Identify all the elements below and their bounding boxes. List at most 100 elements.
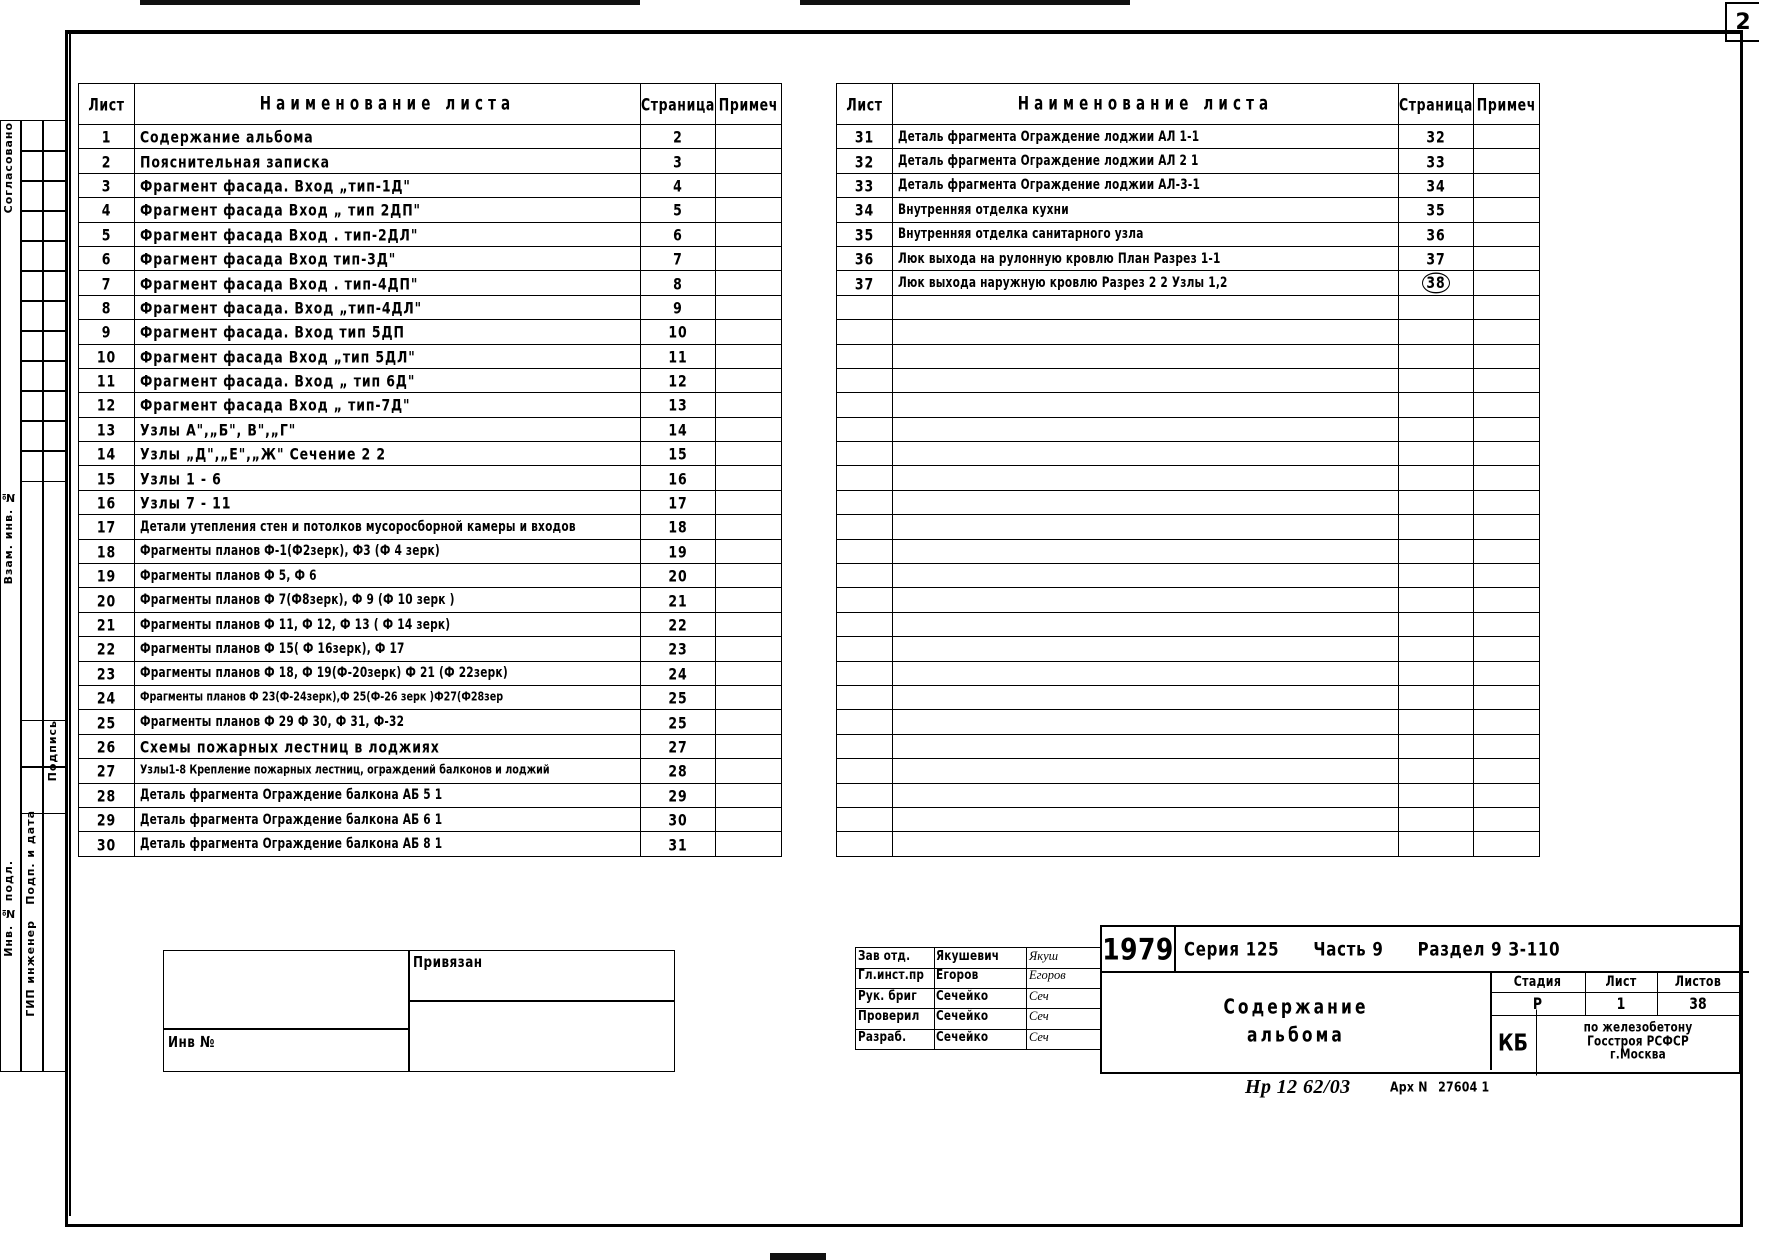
- cell-note: [714, 709, 782, 735]
- table-row: 8 Фрагмент фасада. Вход „тип-4ДЛ" 9: [78, 294, 782, 321]
- cell-page-number: 14: [640, 416, 716, 443]
- table-row: 28 Деталь фрагмента Ограждение балкона АБ…: [78, 782, 782, 808]
- cell-empty: [836, 367, 893, 394]
- stamp-cell: [20, 150, 66, 182]
- bottom-smudge: [770, 1253, 826, 1260]
- cell-empty: [1398, 636, 1474, 662]
- cell-sheet-name: Деталь фрагмента Ограждение лоджии АЛ-3-…: [892, 172, 1399, 199]
- cell-sheet-number: 13: [78, 416, 135, 443]
- cell-empty: [892, 416, 1399, 443]
- drawing-title-line1: Содержание: [1223, 994, 1369, 1019]
- cell-empty: [892, 294, 1399, 321]
- cell-sheet-name: Деталь фрагмента Ограждение балкона АБ 5…: [134, 782, 641, 808]
- cell-empty: [1398, 709, 1474, 735]
- cell-empty: [1398, 758, 1474, 784]
- cell-page-number: 19: [640, 538, 716, 565]
- signature-role: Разраб.: [856, 1028, 935, 1049]
- cell-empty: [892, 684, 1399, 711]
- cell-sheet-name: Фрагменты планов Ф 23(Ф-24зерк),Ф 25(Ф-2…: [134, 684, 641, 711]
- header-note: Примеч: [714, 83, 782, 125]
- signature-mark: Сеч: [1029, 1029, 1049, 1044]
- table-row-empty: [836, 611, 1540, 638]
- header-name: Наименование листа: [892, 83, 1399, 125]
- cell-sheet-number: 16: [78, 489, 135, 516]
- cell-note: [714, 294, 782, 321]
- sheet-border: [65, 30, 1743, 1227]
- cell-empty: [892, 563, 1399, 589]
- cell-empty: [892, 587, 1399, 613]
- cell-note: [714, 245, 782, 272]
- table-row: 9 Фрагмент фасада. Вход тип 5ДП 10: [78, 319, 782, 345]
- stamp-cell: [20, 180, 66, 212]
- cell-empty: [836, 343, 893, 369]
- org-line-1: по железобетону: [1583, 1020, 1693, 1036]
- cell-sheet-name: Узлы „Д",„Е",„Ж" Сечение 2 2: [134, 441, 641, 467]
- table-row-empty: [836, 514, 1540, 540]
- cell-sheet-name: Фрагменты планов Ф 29 Ф 30, Ф 31, Ф-32: [134, 709, 641, 735]
- table-row: 33 Деталь фрагмента Ограждение лоджии АЛ-…: [836, 172, 1540, 199]
- title-block: 1979 Серия 125 Часть 9 Раздел 9 З-110 Со…: [1100, 925, 1749, 1076]
- drawing-title-line2: альбома: [1247, 1022, 1345, 1047]
- sheet-value-cell: 1: [1585, 992, 1658, 1016]
- cell-empty: [1472, 392, 1540, 418]
- drawing-title: Содержание альбома: [1102, 971, 1492, 1070]
- cell-empty: [836, 563, 893, 589]
- cell-empty: [892, 636, 1399, 662]
- cell-sheet-number: 9: [78, 319, 135, 345]
- cell-page-number: 24: [640, 660, 716, 686]
- cell-empty: [1398, 587, 1474, 613]
- cell-sheet-number: 27: [78, 758, 135, 784]
- inv-label: Инв №: [168, 1033, 215, 1051]
- table-row: 23 Фрагменты планов Ф 18, Ф 19(Ф-20зерк) …: [78, 660, 782, 686]
- stamp-cell: [20, 766, 66, 814]
- stage-caption-cell: Стадия: [1490, 971, 1586, 993]
- cell-page-number: 25: [640, 684, 716, 711]
- cell-page-number: 12: [640, 367, 716, 394]
- cell-sheet-name: Узлы А",„Б", В",„Г": [134, 416, 641, 443]
- cell-empty: [892, 611, 1399, 638]
- stamp-cell: [0, 120, 22, 1072]
- cell-page-number: 34: [1398, 172, 1474, 199]
- cell-sheet-number: 14: [78, 441, 135, 467]
- toc-table-left: Лист Наименование листа Страница Примеч …: [78, 83, 782, 857]
- cell-empty: [1398, 465, 1474, 491]
- table-row: 25 Фрагменты планов Ф 29 Ф 30, Ф 31, Ф-32…: [78, 709, 782, 735]
- top-smudge-right: [800, 0, 1130, 5]
- signature-block: Зав отд. Якушевич Якуш Гл.инст.пр Егоров Егор…: [855, 947, 1102, 1069]
- stamp-cell: [20, 450, 66, 482]
- cell-sheet-name: Внутренняя отделка санитарного узла: [892, 221, 1399, 247]
- cell-empty: [836, 294, 893, 321]
- cell-empty: [836, 392, 893, 418]
- cell-page-number: 21: [640, 587, 716, 613]
- cell-sheet-number: 6: [78, 245, 135, 272]
- cell-empty: [892, 806, 1399, 833]
- cell-sheet-number: 34: [836, 197, 893, 223]
- signature-mark: Якуш: [1029, 949, 1059, 963]
- cell-empty: [892, 538, 1399, 565]
- attachment-frame-cell: [163, 1028, 410, 1072]
- cell-page-number: 10: [640, 319, 716, 345]
- cell-page-number: 33: [1398, 148, 1474, 174]
- cell-empty: [1472, 489, 1540, 516]
- cell-empty: [1398, 392, 1474, 418]
- signature-person: Якушевич: [934, 948, 1027, 969]
- table-row-empty: [836, 392, 1540, 418]
- table-row-empty: [836, 563, 1540, 589]
- cell-page-number: 38: [1398, 270, 1474, 296]
- cell-empty: [1398, 319, 1474, 345]
- toc-table-right: Лист Наименование листа Страница Примеч …: [836, 83, 1540, 857]
- cell-page-number: 23: [640, 636, 716, 662]
- cell-sheet-name: Люк выхода на рулонную кровлю План Разре…: [892, 245, 1399, 272]
- table-row: 29 Деталь фрагмента Ограждение балкона АБ…: [78, 806, 782, 833]
- signature-row: Разраб. Сечейко Сеч: [855, 1028, 1102, 1050]
- signature-person: Егоров: [934, 967, 1027, 988]
- table-row: 5 Фрагмент фасада Вход . тип-2ДЛ" 6: [78, 221, 782, 247]
- table-row-empty: [836, 782, 1540, 808]
- cell-page-number: 3: [640, 148, 716, 174]
- cell-empty: [1398, 489, 1474, 516]
- cell-empty: [836, 416, 893, 443]
- cell-empty: [836, 733, 893, 760]
- cell-empty: [836, 660, 893, 686]
- cell-sheet-number: 20: [78, 587, 135, 613]
- cell-empty: [1398, 782, 1474, 808]
